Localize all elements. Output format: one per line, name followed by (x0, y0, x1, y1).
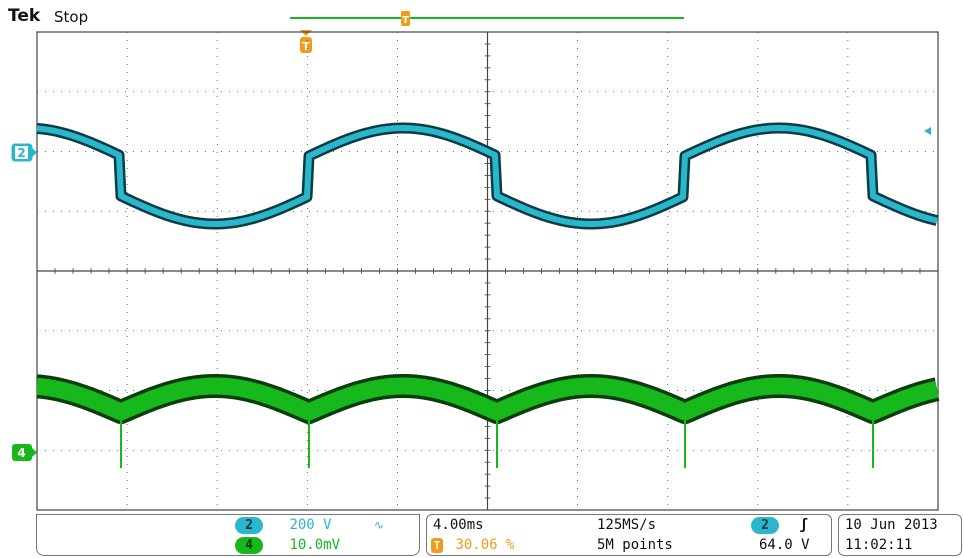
trigger-source-badge: 2 (751, 517, 779, 534)
trigger-position-marker[interactable]: T (401, 11, 410, 26)
ch2-waveform-core (36, 125, 938, 227)
svg-text:T: T (402, 15, 409, 26)
trigger-time-marker[interactable]: T (300, 30, 312, 53)
horizontal-settings-panel[interactable]: 4.00ms T 30.06 % 125MS/s 5M points 2 ʃ 6… (426, 514, 832, 556)
vertical-settings-panel[interactable]: 2 200 V ∿ 4 10.0mV (36, 514, 420, 556)
bandwidth-limit-icon: ∿ (373, 518, 384, 532)
time-display: 11:02:11 (845, 537, 913, 553)
ch4-marker-label: 4 (17, 446, 25, 460)
datetime-panel: 10 Jun 2013 11:02:11 (838, 514, 962, 556)
ch2-marker-label: 2 (17, 146, 25, 160)
ch2-badge: 2 (235, 517, 263, 534)
rising-edge-icon: ʃ (799, 517, 808, 533)
brand-logo: Tek (8, 6, 41, 26)
trigger-marker-label: T (302, 40, 310, 53)
sample-rate: 125MS/s (597, 517, 657, 533)
ch4-switching-spikes (120, 404, 874, 468)
ch2-scale: 200 V (289, 517, 332, 533)
date-display: 10 Jun 2013 (845, 517, 938, 533)
timebase-value: 4.00ms (433, 517, 484, 533)
ch4-ground-marker[interactable]: 4 (12, 444, 37, 461)
ch2-ground-marker[interactable]: 2 (11, 143, 37, 162)
graticule (36, 31, 939, 511)
trigger-level-marker[interactable] (924, 127, 931, 135)
trigger-level: 64.0 V (759, 537, 810, 553)
ch4-waveform-core (30, 377, 944, 421)
trigger-position-badge: T (431, 538, 443, 553)
record-length: 5M points (597, 537, 673, 553)
acquisition-status: Stop (54, 8, 89, 26)
trigger-position-value: 30.06 % (455, 537, 515, 553)
ch4-scale: 10.0mV (289, 537, 341, 553)
ch4-badge: 4 (235, 537, 263, 554)
